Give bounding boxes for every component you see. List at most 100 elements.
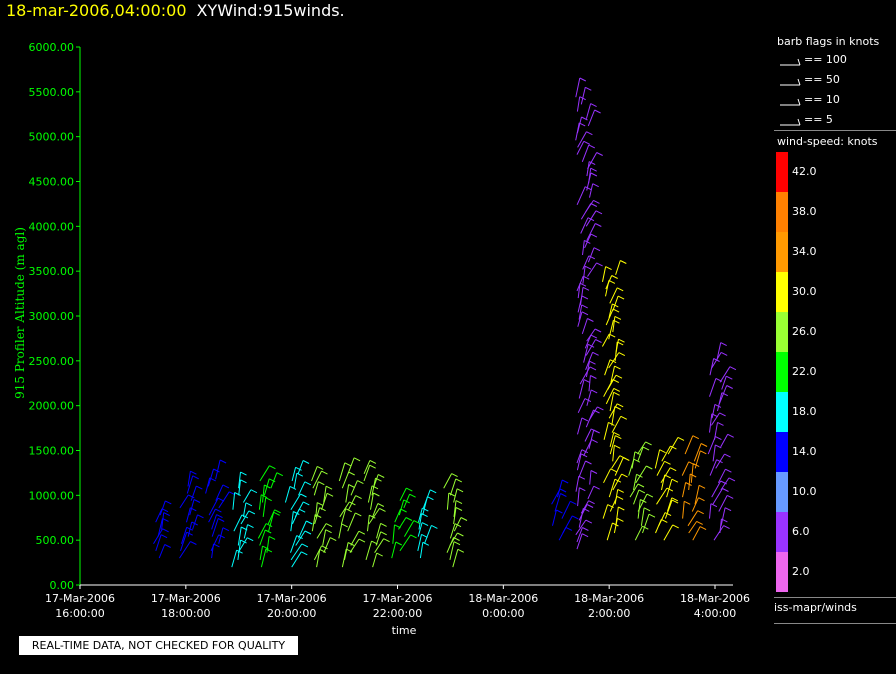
x-tick-time: 16:00:00: [55, 607, 104, 620]
wind-barb-flag: [595, 210, 603, 215]
wind-barb: [609, 432, 615, 448]
wind-barb-flag: [620, 260, 627, 264]
wind-barb-flag: [460, 517, 468, 521]
wind-barb-flag: [400, 508, 407, 513]
wind-barb: [602, 266, 607, 282]
wind-barb: [372, 474, 379, 489]
wind-barb-flag: [448, 492, 456, 497]
wind-barb: [446, 492, 450, 510]
wind-barb-flag: [380, 531, 387, 536]
wind-profile: [311, 465, 337, 568]
wind-barb: [602, 504, 609, 519]
wind-barb-flag: [455, 500, 463, 505]
wind-barb: [720, 507, 726, 526]
wind-profile: [179, 470, 204, 559]
wind-barb: [157, 518, 163, 537]
wind-barb: [709, 503, 712, 519]
wind-profile: [153, 500, 172, 559]
wind-barb: [603, 468, 612, 484]
y-tick-label: 6000.00: [29, 41, 75, 54]
wind-barb-flag: [429, 489, 437, 494]
wind-barb: [586, 328, 596, 342]
wind-barb: [719, 366, 731, 383]
wind-barb: [693, 443, 702, 462]
y-tick-label: 5500.00: [29, 86, 75, 99]
wind-barb: [584, 428, 592, 442]
wind-barb: [654, 449, 661, 469]
x-tick-date: 17-Mar-2006: [257, 592, 327, 605]
wind-barb: [341, 548, 347, 568]
wind-barb: [215, 459, 221, 480]
wind-barb: [190, 485, 197, 501]
wind-barb: [399, 487, 407, 501]
wind-barb-flag: [671, 497, 679, 502]
wind-barb: [575, 519, 587, 536]
wind-barb: [423, 525, 432, 544]
wind-barb-flag: [618, 506, 625, 511]
wind-barb: [575, 476, 580, 492]
wind-barb-flag: [355, 495, 362, 500]
wind-barb: [577, 131, 587, 148]
wind-barb: [581, 144, 590, 162]
wind-barb-flag: [618, 352, 626, 357]
wind-barb-flag: [355, 512, 362, 517]
wind-barb: [294, 501, 304, 518]
colorbar-label: 38.0: [792, 205, 817, 218]
wind-barb: [607, 374, 617, 390]
wind-barb-flag: [670, 445, 677, 450]
barb-flag-icon: [780, 98, 801, 106]
wind-barb: [692, 526, 701, 541]
wind-barb: [580, 217, 589, 234]
wind-barb-flag: [618, 338, 625, 343]
wind-barb: [367, 485, 373, 503]
wind-barb-flag: [594, 328, 602, 333]
y-tick-label: 1500.00: [29, 445, 75, 458]
wind-barb-flag: [590, 203, 598, 207]
wind-barb-flag: [348, 471, 355, 476]
wind-barb: [341, 471, 350, 489]
wind-barb: [418, 513, 423, 530]
wind-barb-flag: [714, 403, 722, 408]
wind-barb: [586, 223, 596, 241]
wind-barb-flag: [698, 497, 705, 502]
wind-barb-flag: [579, 487, 586, 492]
wind-barb: [258, 494, 262, 510]
wind-profile: [257, 465, 284, 568]
wind-barb: [453, 507, 457, 525]
y-axis-label: 915 Profiler Altitude (m agl): [13, 227, 27, 399]
wind-barb: [349, 538, 360, 553]
x-tick-time: 2:00:00: [588, 607, 630, 620]
wind-barb: [608, 320, 614, 340]
flag-legend-row: == 100: [778, 53, 888, 67]
wind-barb: [262, 497, 267, 517]
wind-barb: [398, 517, 407, 530]
wind-barb-flag: [616, 495, 624, 500]
wind-barb-flag: [605, 266, 612, 271]
wind-barb-flag: [358, 530, 366, 535]
wind-barb: [690, 463, 694, 483]
wind-barb-flag: [586, 131, 593, 136]
wind-barb: [603, 422, 609, 440]
wind-barb: [609, 435, 616, 455]
wind-barb-flag: [247, 524, 254, 529]
wind-barb-flag: [721, 392, 729, 397]
wind-barb-flag: [236, 549, 243, 554]
wind-barb-flag: [345, 508, 352, 513]
wind-barb-flag: [664, 512, 672, 517]
wind-barb: [290, 535, 298, 553]
chart-header: 18-mar-2006,04:00:00 XYWind:915winds.: [6, 1, 345, 21]
wind-barb: [417, 522, 423, 537]
wind-barb-flag: [595, 223, 602, 227]
wind-barb-flag: [610, 468, 617, 473]
wind-barb: [370, 492, 374, 510]
wind-barb: [338, 523, 343, 539]
colorbar-label: 22.0: [792, 365, 817, 378]
wind-barb: [587, 247, 595, 263]
wind-barb: [716, 342, 722, 361]
wind-barb: [583, 344, 589, 363]
wind-profile: [575, 77, 604, 550]
wind-barb: [290, 511, 294, 532]
wind-barb: [608, 303, 613, 318]
wind-barb: [232, 492, 236, 510]
x-tick-time: 4:00:00: [694, 607, 736, 620]
